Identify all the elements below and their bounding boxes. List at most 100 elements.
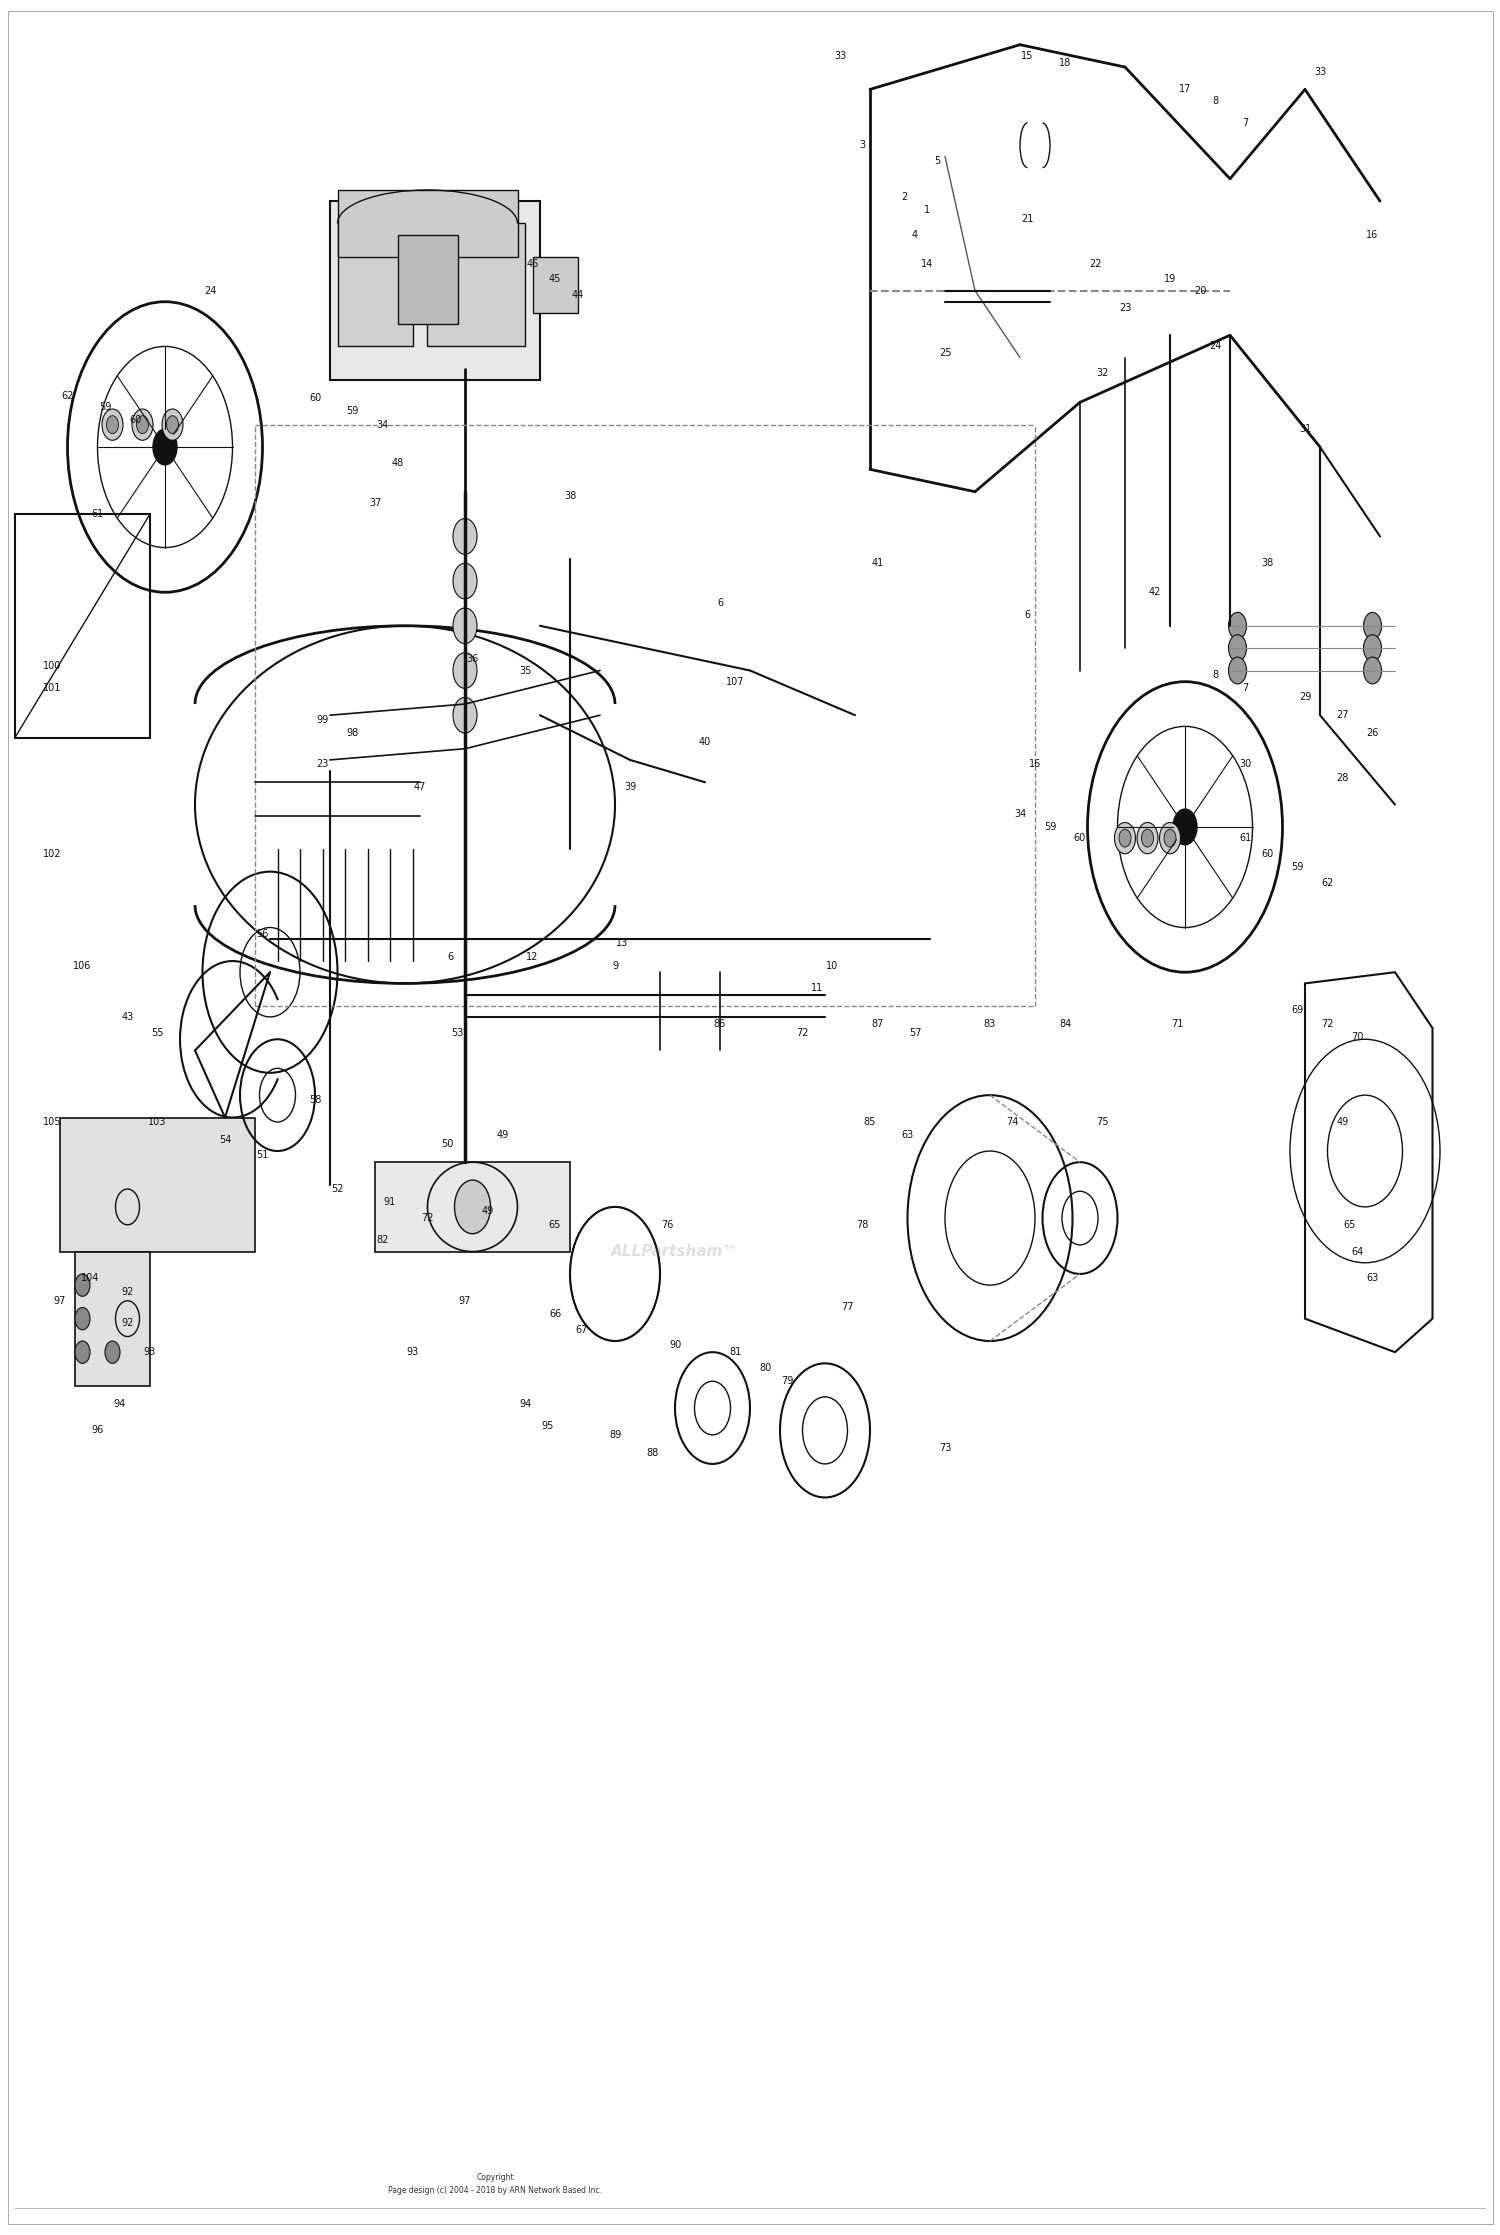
Text: 105: 105 — [44, 1118, 62, 1126]
Text: 88: 88 — [646, 1448, 658, 1457]
Text: 35: 35 — [519, 666, 531, 675]
Text: 96: 96 — [92, 1426, 104, 1435]
Text: 11: 11 — [812, 983, 824, 992]
Text: 60: 60 — [1262, 849, 1274, 858]
Text: 41: 41 — [871, 559, 883, 568]
Text: 37: 37 — [369, 498, 381, 507]
Text: 19: 19 — [1164, 275, 1176, 284]
Text: 82: 82 — [376, 1236, 388, 1245]
Text: 72: 72 — [1322, 1019, 1334, 1028]
Text: 49: 49 — [482, 1207, 494, 1216]
Circle shape — [1114, 822, 1136, 854]
Text: 77: 77 — [842, 1303, 854, 1312]
Text: 93: 93 — [144, 1348, 156, 1357]
Text: ALLPartsham™: ALLPartsham™ — [610, 1245, 740, 1258]
Text: 38: 38 — [1262, 559, 1274, 568]
Text: 18: 18 — [1059, 58, 1071, 67]
Text: 46: 46 — [526, 259, 538, 268]
Text: 63: 63 — [902, 1131, 914, 1140]
Text: 6: 6 — [1024, 610, 1030, 619]
Text: 71: 71 — [1172, 1019, 1184, 1028]
Text: 34: 34 — [1014, 809, 1026, 818]
Text: 58: 58 — [309, 1095, 321, 1104]
Text: 33: 33 — [834, 51, 846, 60]
Text: 31: 31 — [1299, 425, 1311, 434]
Text: 8: 8 — [1212, 96, 1218, 105]
Text: 40: 40 — [699, 738, 711, 746]
Circle shape — [75, 1341, 90, 1363]
Text: 27: 27 — [1336, 711, 1348, 720]
Text: 85: 85 — [864, 1118, 876, 1126]
Text: 42: 42 — [1149, 588, 1161, 597]
Text: 104: 104 — [81, 1274, 99, 1283]
Circle shape — [105, 1341, 120, 1363]
Text: 65: 65 — [549, 1220, 561, 1229]
Text: 59: 59 — [99, 402, 111, 411]
Circle shape — [453, 519, 477, 554]
Text: 107: 107 — [726, 677, 744, 686]
Text: 106: 106 — [74, 961, 92, 970]
Text: 30: 30 — [1239, 760, 1251, 769]
Text: 29: 29 — [1299, 693, 1311, 702]
Text: 94: 94 — [519, 1399, 531, 1408]
Circle shape — [1137, 822, 1158, 854]
Text: 50: 50 — [441, 1140, 453, 1149]
Circle shape — [106, 416, 118, 434]
Text: 2: 2 — [902, 192, 908, 201]
Text: 99: 99 — [316, 715, 328, 724]
Text: 72: 72 — [796, 1028, 808, 1037]
Text: 81: 81 — [729, 1348, 741, 1357]
Text: 60: 60 — [309, 393, 321, 402]
Text: 21: 21 — [1022, 215, 1034, 224]
Text: 44: 44 — [572, 291, 584, 299]
Circle shape — [1364, 657, 1382, 684]
Circle shape — [1160, 822, 1180, 854]
Text: 56: 56 — [256, 930, 268, 939]
Bar — [375, 1162, 570, 1252]
Circle shape — [454, 1180, 490, 1234]
Text: 66: 66 — [549, 1310, 561, 1319]
Circle shape — [132, 409, 153, 440]
Circle shape — [1119, 829, 1131, 847]
Text: 47: 47 — [414, 782, 426, 791]
Text: 97: 97 — [459, 1296, 471, 1305]
Text: 57: 57 — [909, 1028, 921, 1037]
Text: 59: 59 — [1292, 863, 1304, 872]
Bar — [398, 235, 458, 324]
Text: 74: 74 — [1007, 1118, 1019, 1126]
Text: 64: 64 — [1352, 1247, 1364, 1256]
Text: 43: 43 — [122, 1012, 134, 1021]
Text: 59: 59 — [1044, 822, 1056, 831]
Text: 33: 33 — [1314, 67, 1326, 76]
Text: 6: 6 — [447, 952, 453, 961]
Text: 17: 17 — [1179, 85, 1191, 94]
Bar — [60, 1118, 255, 1252]
Circle shape — [75, 1307, 90, 1330]
Circle shape — [453, 653, 477, 688]
Text: 4: 4 — [912, 230, 918, 239]
Text: 70: 70 — [1352, 1033, 1364, 1042]
Text: 20: 20 — [1194, 286, 1206, 295]
Circle shape — [75, 1274, 90, 1296]
Text: 60: 60 — [1074, 834, 1086, 843]
Circle shape — [1364, 635, 1382, 662]
Text: 24: 24 — [204, 286, 216, 295]
Text: 23: 23 — [1119, 304, 1131, 313]
Circle shape — [1228, 657, 1246, 684]
Text: 54: 54 — [219, 1135, 231, 1144]
Text: 61: 61 — [1239, 834, 1251, 843]
Text: 91: 91 — [384, 1198, 396, 1207]
Text: 32: 32 — [1096, 369, 1108, 378]
Text: 13: 13 — [616, 939, 628, 948]
Bar — [330, 201, 540, 380]
Text: 53: 53 — [452, 1028, 464, 1037]
Text: 22: 22 — [1089, 259, 1101, 268]
Bar — [75, 1252, 150, 1386]
Text: 62: 62 — [62, 391, 74, 400]
Text: 52: 52 — [332, 1185, 344, 1193]
Text: 28: 28 — [1336, 773, 1348, 782]
Circle shape — [453, 563, 477, 599]
Text: 89: 89 — [609, 1430, 621, 1439]
Text: 38: 38 — [564, 492, 576, 501]
Text: 59: 59 — [346, 407, 358, 416]
